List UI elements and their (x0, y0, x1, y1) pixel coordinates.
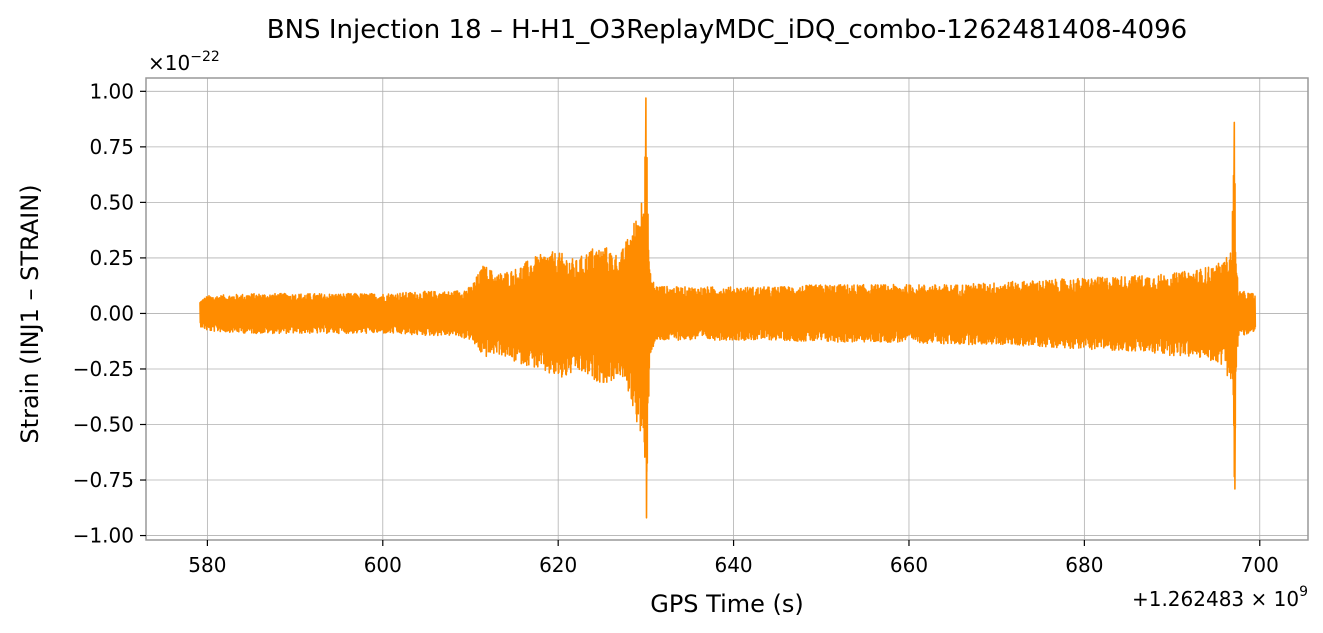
y-tick-label: −0.25 (73, 357, 134, 381)
x-tick-label: 680 (1065, 553, 1103, 577)
y-tick-label: 1.00 (89, 79, 134, 103)
y-tick-label: 0.25 (89, 246, 134, 270)
x-offset-exponent: 9 (1299, 584, 1308, 600)
x-tick-label: 580 (188, 553, 226, 577)
y-tick-label: 0.00 (89, 301, 134, 325)
x-offset-label: +1.262483 × 109 (1132, 584, 1308, 611)
y-tick-label: 0.50 (89, 190, 134, 214)
y-scale-exponent: −22 (190, 49, 220, 65)
y-scale-base: ×10 (148, 51, 190, 75)
x-offset-base: +1.262483 × 10 (1132, 587, 1299, 611)
y-tick-label: 0.75 (89, 135, 134, 159)
plot-frame (145, 77, 1309, 541)
x-tick-label: 600 (364, 553, 402, 577)
x-tick-label: 620 (539, 553, 577, 577)
y-tick-label: −0.75 (73, 468, 134, 492)
chart-title: BNS Injection 18 – H-H1_O3ReplayMDC_iDQ_… (267, 15, 1187, 45)
x-tick-label: 700 (1241, 553, 1279, 577)
data-layer (199, 97, 1257, 519)
y-axis-label: Strain (INJ1 – STRAIN) (16, 184, 44, 443)
grid-layer (146, 78, 1308, 540)
y-scale-label: ×10−22 (148, 49, 220, 75)
tick-layer: 580 600 620 640 660 680 700 1.00 0.75 0.50 0.25 0.0… (73, 79, 1279, 577)
strain-series-line (199, 97, 1257, 519)
x-tick-label: 660 (890, 553, 928, 577)
y-tick-label: −1.00 (73, 524, 134, 548)
y-tick-label: −0.50 (73, 413, 134, 437)
x-axis-label: GPS Time (s) (650, 590, 804, 618)
x-tick-label: 640 (714, 553, 752, 577)
